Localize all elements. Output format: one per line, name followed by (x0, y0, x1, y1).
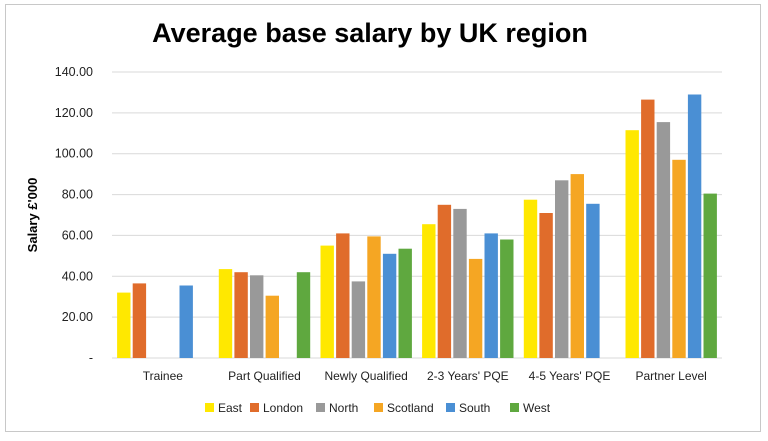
legend-swatch-scotland (374, 403, 383, 412)
y-tick-label: 140.00 (55, 65, 93, 79)
bars (117, 94, 717, 358)
bar-south (382, 253, 397, 358)
bar-london (132, 283, 147, 358)
bar-east (422, 224, 436, 358)
bar-north (453, 208, 467, 358)
x-axis-labels: Trainee Part Qualified Newly Qualified 2-3 … (143, 369, 707, 383)
y-axis-label: Salary £'000 (25, 178, 40, 253)
y-tick-label: 20.00 (62, 310, 93, 324)
x-category-label: Trainee (143, 369, 184, 383)
y-tick-label: 60.00 (62, 228, 93, 242)
bar-south (179, 285, 193, 358)
legend-label: West (523, 401, 551, 415)
legend-swatch-london (250, 403, 259, 412)
y-axis-ticks: - 20.00 40.00 60.00 80.00 100.00 120.00 140.00 (55, 65, 93, 365)
bar-london (539, 213, 553, 358)
x-category-label: Partner Level (635, 369, 706, 383)
legend-swatch-east (205, 403, 214, 412)
bar-scotland (468, 258, 483, 358)
bar-south (687, 94, 702, 358)
bar-north (250, 275, 264, 358)
bar-scotland (265, 295, 279, 358)
legend-label: South (459, 401, 490, 415)
bar-north (351, 281, 366, 358)
y-tick-label: 120.00 (55, 106, 93, 120)
bar-west (296, 272, 311, 358)
y-tick-label: - (89, 351, 93, 365)
bar-scotland (367, 236, 381, 358)
y-tick-label: 100.00 (55, 147, 93, 161)
bar-west (398, 248, 412, 358)
bar-east (523, 199, 538, 358)
legend: East London North Scotland South West (205, 401, 551, 415)
bar-london (641, 99, 655, 358)
bar-south (586, 203, 600, 358)
bar-london (336, 233, 350, 358)
legend-label: North (329, 401, 358, 415)
bar-scotland (672, 159, 686, 358)
bar-west (500, 239, 514, 358)
bar-east (218, 269, 233, 358)
bar-south (484, 233, 498, 358)
legend-label: East (218, 401, 243, 415)
bar-north (656, 122, 671, 358)
x-category-label: 2-3 Years' PQE (427, 369, 509, 383)
chart-title: Average base salary by UK region (152, 18, 588, 48)
bar-east (117, 292, 131, 358)
legend-label: London (263, 401, 303, 415)
bar-london (234, 272, 248, 358)
x-category-label: Part Qualified (228, 369, 301, 383)
legend-swatch-west (510, 403, 519, 412)
bar-north (555, 180, 569, 358)
bar-west (703, 193, 717, 358)
x-category-label: 4-5 Years' PQE (529, 369, 611, 383)
y-tick-label: 40.00 (62, 269, 93, 283)
legend-swatch-south (446, 403, 455, 412)
gridlines (112, 71, 722, 359)
bar-london (437, 204, 452, 358)
bar-east (625, 130, 639, 358)
bar-east (320, 245, 334, 358)
legend-label: Scotland (387, 401, 434, 415)
y-tick-label: 80.00 (62, 188, 93, 202)
bar-scotland (570, 174, 584, 358)
x-category-label: Newly Qualified (324, 369, 407, 383)
legend-swatch-north (316, 403, 325, 412)
